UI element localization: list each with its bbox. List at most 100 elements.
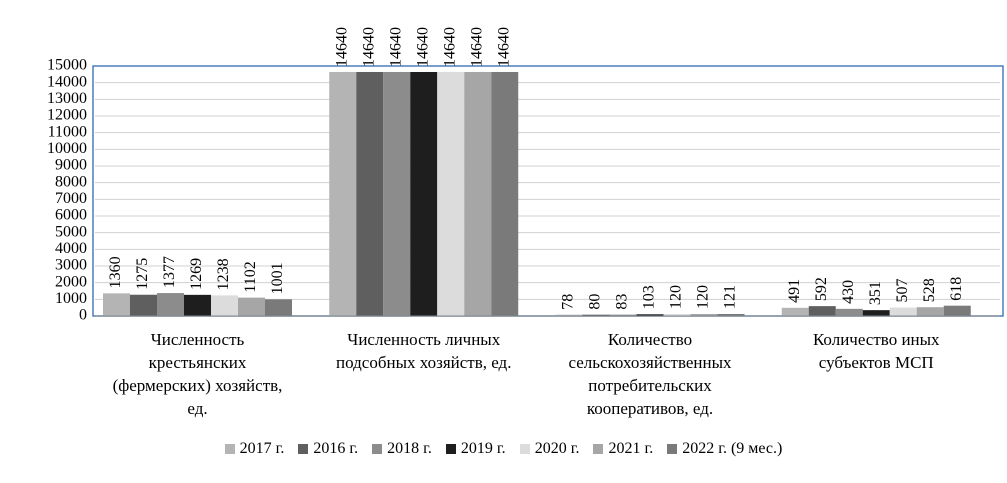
- bar: [464, 72, 492, 316]
- value-label: 83: [614, 294, 631, 310]
- legend-label: 2016 г.: [313, 440, 359, 457]
- bar: [211, 295, 238, 316]
- y-tick-label: 3000: [55, 257, 87, 274]
- bar: [582, 314, 610, 316]
- y-tick-label: 10000: [47, 140, 87, 157]
- y-tick-label: 11000: [48, 123, 87, 140]
- value-label: 528: [921, 278, 938, 302]
- legend-item: 2020 г.: [519, 440, 580, 458]
- bar: [808, 306, 836, 316]
- bar: [329, 72, 357, 316]
- bar: [609, 314, 637, 316]
- legend: 2017 г. 2016 г. 2018 г. 2019 г. 2020 г. 2021 …: [0, 440, 1007, 458]
- y-tick-label: 0: [79, 307, 87, 324]
- value-label: 80: [587, 294, 604, 310]
- value-label: 430: [840, 280, 857, 304]
- value-label: 78: [560, 294, 577, 310]
- legend-label: 2019 г.: [460, 440, 506, 457]
- bar: [130, 294, 157, 316]
- legend-label: 2018 г.: [387, 440, 432, 457]
- legend-item: 2019 г.: [445, 440, 506, 458]
- x-tick-label: Количество сельскохозяйственных потребит…: [568, 330, 732, 418]
- value-label: 1360: [107, 256, 124, 288]
- y-tick-label: 5000: [55, 223, 87, 240]
- bar: [916, 307, 944, 316]
- bar: [690, 314, 718, 316]
- value-label: 14640: [360, 27, 377, 67]
- value-label: 1001: [269, 262, 286, 294]
- bar: [103, 293, 130, 316]
- legend-item: 2018 г.: [372, 440, 432, 458]
- legend-label: 2022 г. (9 мес.): [682, 440, 783, 457]
- value-label: 14640: [441, 27, 458, 67]
- bar: [383, 72, 411, 316]
- bar: [555, 314, 583, 316]
- legend-swatch: [445, 444, 456, 454]
- y-tick-label: 12000: [47, 107, 87, 124]
- value-label: 1238: [215, 258, 232, 290]
- legend-item: 2017 г.: [224, 440, 285, 458]
- y-tick-label: 2000: [55, 273, 87, 290]
- legend-swatch: [593, 444, 604, 454]
- legend-swatch: [667, 444, 678, 454]
- bar: [862, 310, 890, 316]
- x-tick-label: Количество иных субъектов МСП: [812, 330, 940, 372]
- bar: [943, 305, 971, 316]
- value-label: 1102: [242, 261, 259, 292]
- x-tick-label: Численность крестьянских (фермерских) хо…: [112, 330, 283, 418]
- bar: [238, 297, 265, 316]
- bar: [663, 314, 691, 316]
- bar: [889, 307, 917, 316]
- legend-label: 2021 г.: [608, 440, 654, 457]
- value-label: 14640: [468, 27, 485, 67]
- value-label: 592: [813, 277, 830, 301]
- value-label: 14640: [495, 27, 512, 67]
- x-tick-label: Численность личных подсобных хозяйств, е…: [336, 330, 512, 372]
- bar: [356, 72, 384, 316]
- value-label: 120: [668, 285, 685, 309]
- value-label: 1269: [188, 258, 205, 290]
- legend-swatch: [519, 444, 530, 454]
- bar: [157, 293, 184, 316]
- y-tick-label: 15000: [47, 57, 87, 74]
- bar: [717, 313, 745, 316]
- y-tick-label: 4000: [55, 240, 87, 257]
- value-label: 121: [722, 285, 739, 309]
- y-tick-label: 6000: [55, 207, 87, 224]
- y-tick-label: 8000: [55, 173, 87, 190]
- bar: [410, 72, 438, 316]
- value-label: 1275: [134, 258, 151, 290]
- value-label: 507: [894, 279, 911, 303]
- legend-item: 2016 г.: [298, 440, 358, 458]
- value-label: 103: [641, 285, 658, 309]
- value-label: 14640: [387, 27, 404, 67]
- bar: [636, 314, 664, 316]
- bar: [437, 72, 465, 316]
- legend-label: 2017 г.: [239, 440, 285, 457]
- legend-swatch: [224, 444, 235, 454]
- bar: [265, 299, 292, 316]
- legend-item: 2021 г.: [593, 440, 653, 458]
- value-label: 351: [867, 281, 884, 305]
- value-label: 491: [786, 279, 803, 303]
- bar: [781, 307, 809, 316]
- value-label: 14640: [333, 27, 350, 67]
- bar: [184, 294, 211, 316]
- y-tick-label: 9000: [55, 157, 87, 174]
- y-tick-label: 13000: [47, 90, 87, 107]
- value-label: 120: [695, 285, 712, 309]
- y-tick-label: 7000: [55, 190, 87, 207]
- legend-swatch: [372, 444, 383, 454]
- value-label: 14640: [414, 27, 431, 67]
- value-label: 1377: [161, 256, 178, 288]
- value-label: 618: [948, 277, 965, 301]
- legend-swatch: [298, 444, 309, 454]
- y-tick-label: 1000: [55, 290, 87, 307]
- bar: [491, 72, 519, 316]
- bar: [835, 308, 863, 316]
- y-tick-label: 14000: [47, 73, 87, 90]
- legend-item: 2022 г. (9 мес.): [667, 440, 782, 458]
- legend-label: 2020 г.: [534, 440, 580, 457]
